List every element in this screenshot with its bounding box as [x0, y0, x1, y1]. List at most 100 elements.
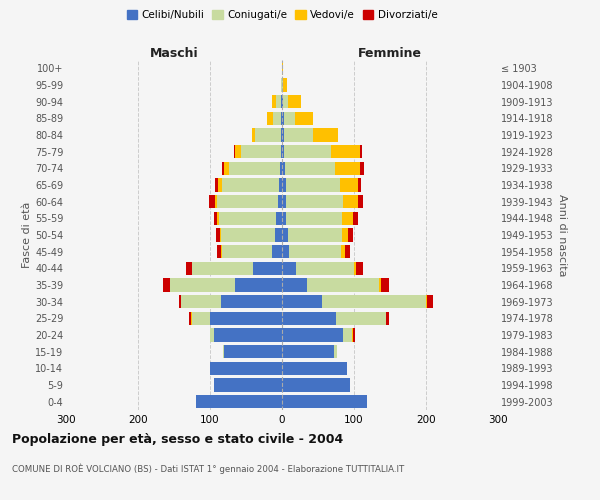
Bar [313, 128, 338, 141]
Bar [224, 345, 282, 358]
Bar [275, 228, 282, 241]
Bar [235, 278, 282, 291]
Bar [340, 178, 358, 192]
Bar [229, 162, 280, 175]
Bar [191, 312, 192, 325]
Bar [217, 245, 221, 258]
Bar [341, 245, 344, 258]
Bar [347, 228, 353, 241]
Bar [256, 128, 281, 141]
Bar [282, 395, 367, 408]
Bar [281, 95, 282, 108]
Bar [282, 95, 283, 108]
Bar [252, 128, 256, 141]
Bar [220, 228, 221, 241]
Bar [241, 145, 281, 158]
Bar [282, 312, 336, 325]
Bar [342, 212, 353, 225]
Bar [354, 262, 356, 275]
Bar [353, 212, 358, 225]
Bar [192, 262, 253, 275]
Bar [217, 195, 278, 208]
Text: Popolazione per età, sesso e stato civile - 2004: Popolazione per età, sesso e stato civil… [12, 432, 343, 446]
Bar [214, 378, 282, 392]
Bar [426, 295, 427, 308]
Bar [358, 195, 364, 208]
Bar [189, 312, 191, 325]
Bar [286, 212, 342, 225]
Bar [275, 95, 281, 108]
Bar [218, 212, 276, 225]
Bar [289, 95, 301, 108]
Bar [334, 345, 337, 358]
Bar [282, 378, 350, 392]
Bar [276, 212, 282, 225]
Bar [282, 295, 322, 308]
Text: Maschi: Maschi [149, 46, 199, 60]
Bar [223, 345, 224, 358]
Bar [214, 328, 282, 342]
Bar [163, 278, 170, 291]
Bar [221, 178, 279, 192]
Bar [210, 312, 282, 325]
Bar [192, 312, 210, 325]
Bar [282, 228, 288, 241]
Bar [170, 278, 235, 291]
Bar [353, 328, 355, 342]
Bar [343, 328, 352, 342]
Bar [279, 178, 282, 192]
Legend: Celibi/Nubili, Coniugati/e, Vedovi/e, Divorziati/e: Celibi/Nubili, Coniugati/e, Vedovi/e, Di… [125, 8, 439, 22]
Bar [295, 112, 313, 125]
Bar [221, 162, 224, 175]
Bar [278, 195, 282, 208]
Bar [218, 178, 221, 192]
Text: COMUNE DI ROÈ VOLCIANO (BS) - Dati ISTAT 1° gennaio 2004 - Elaborazione TUTTITAL: COMUNE DI ROÈ VOLCIANO (BS) - Dati ISTAT… [12, 464, 404, 474]
Bar [282, 178, 286, 192]
Bar [358, 178, 361, 192]
Bar [282, 262, 296, 275]
Bar [282, 195, 286, 208]
Y-axis label: Anni di nascita: Anni di nascita [557, 194, 568, 276]
Bar [214, 212, 217, 225]
Bar [356, 262, 364, 275]
Bar [215, 195, 217, 208]
Bar [286, 195, 343, 208]
Bar [209, 195, 215, 208]
Bar [288, 228, 342, 241]
Bar [282, 78, 283, 92]
Bar [282, 212, 286, 225]
Bar [282, 278, 307, 291]
Bar [267, 112, 272, 125]
Bar [342, 228, 347, 241]
Bar [361, 162, 364, 175]
Bar [285, 162, 335, 175]
Bar [352, 328, 353, 342]
Bar [224, 162, 229, 175]
Text: Femmine: Femmine [358, 46, 422, 60]
Bar [284, 145, 331, 158]
Bar [289, 245, 341, 258]
Bar [217, 228, 220, 241]
Bar [282, 112, 284, 125]
Bar [281, 112, 282, 125]
Bar [272, 245, 282, 258]
Bar [382, 278, 389, 291]
Bar [386, 312, 389, 325]
Bar [282, 145, 284, 158]
Bar [221, 295, 282, 308]
Bar [217, 212, 218, 225]
Bar [322, 295, 426, 308]
Bar [210, 362, 282, 375]
Bar [234, 145, 235, 158]
Bar [336, 312, 386, 325]
Bar [282, 345, 334, 358]
Bar [282, 62, 283, 75]
Bar [331, 145, 360, 158]
Bar [281, 78, 282, 92]
Bar [360, 145, 362, 158]
Bar [379, 278, 382, 291]
Y-axis label: Fasce di età: Fasce di età [22, 202, 32, 268]
Bar [272, 95, 275, 108]
Bar [186, 262, 192, 275]
Bar [282, 162, 285, 175]
